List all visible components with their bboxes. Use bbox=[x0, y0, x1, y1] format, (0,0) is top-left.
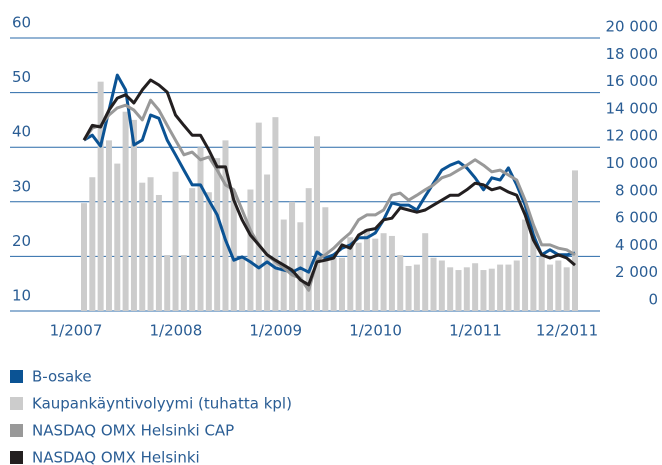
bar bbox=[397, 255, 404, 311]
bar bbox=[97, 81, 104, 312]
bar bbox=[81, 203, 87, 311]
y-tick-label: 20 bbox=[12, 232, 31, 250]
y2-tick-label: 20 000 bbox=[606, 18, 659, 36]
bar bbox=[405, 265, 412, 311]
line bbox=[82, 98, 576, 292]
bar bbox=[105, 140, 112, 311]
legend-label: Kaupankäyntivolyymi (tuhatta kpl) bbox=[32, 395, 292, 413]
x-tick-label: 1/2008 bbox=[149, 322, 202, 340]
bar bbox=[122, 111, 129, 312]
bar bbox=[388, 235, 395, 311]
bar bbox=[430, 257, 437, 311]
y-tick-label: 30 bbox=[12, 177, 31, 195]
legend-swatch bbox=[10, 424, 23, 437]
line bbox=[82, 78, 576, 287]
x-tick-label: 1/2010 bbox=[349, 322, 402, 340]
bar bbox=[480, 270, 487, 311]
bar bbox=[239, 256, 246, 311]
bar bbox=[355, 242, 362, 311]
bar bbox=[513, 260, 520, 311]
bar bbox=[463, 267, 470, 311]
y2-tick-label: 2 000 bbox=[615, 263, 658, 281]
y2-tick-label: 12 000 bbox=[606, 127, 659, 145]
bar bbox=[547, 264, 554, 311]
y2-tick-label: 10 000 bbox=[606, 154, 659, 172]
bar bbox=[247, 189, 254, 311]
bar bbox=[330, 257, 337, 311]
y2-tick-label: 0 bbox=[648, 291, 658, 309]
y2-tick-label: 4 000 bbox=[615, 236, 658, 254]
bar bbox=[305, 188, 312, 311]
bar bbox=[555, 260, 562, 311]
bar bbox=[455, 270, 462, 311]
bar bbox=[255, 122, 262, 311]
x-tick-label: 12/2011 bbox=[536, 322, 598, 340]
bar bbox=[164, 255, 171, 311]
bar bbox=[372, 238, 379, 311]
legend-swatch bbox=[10, 397, 23, 410]
bar bbox=[155, 194, 162, 311]
bar bbox=[447, 267, 454, 311]
bar bbox=[139, 182, 146, 311]
bar bbox=[114, 163, 121, 311]
y2-tick-label: 14 000 bbox=[606, 99, 659, 117]
bar bbox=[130, 119, 137, 312]
bar bbox=[89, 177, 96, 311]
bar bbox=[538, 256, 545, 311]
y-tick-label: 50 bbox=[12, 68, 31, 86]
bar bbox=[230, 192, 237, 311]
x-tick-label: 1/2007 bbox=[50, 322, 103, 340]
x-tick-label: 1/2011 bbox=[449, 322, 502, 340]
legend-label: NASDAQ OMX Helsinki CAP bbox=[32, 422, 234, 440]
bar bbox=[264, 174, 271, 311]
bar bbox=[272, 117, 279, 311]
legend-swatch bbox=[10, 451, 23, 464]
bar bbox=[189, 188, 196, 311]
bar bbox=[222, 140, 229, 311]
line bbox=[83, 73, 576, 274]
bar bbox=[488, 268, 495, 311]
bar bbox=[172, 171, 179, 311]
y-tick-label: 40 bbox=[12, 123, 31, 141]
bar bbox=[363, 229, 370, 311]
bar bbox=[197, 147, 204, 311]
bar bbox=[314, 136, 321, 311]
bar bbox=[180, 255, 187, 311]
bar bbox=[472, 263, 479, 311]
bar bbox=[289, 201, 296, 311]
y2-tick-label: 16 000 bbox=[606, 72, 659, 90]
bar bbox=[530, 227, 537, 311]
bar bbox=[505, 264, 512, 311]
bar bbox=[563, 267, 570, 311]
bar bbox=[413, 264, 420, 311]
bar bbox=[205, 192, 212, 311]
y2-tick-label: 8 000 bbox=[615, 181, 658, 199]
legend-label: B-osake bbox=[32, 368, 92, 386]
bar bbox=[338, 257, 345, 311]
bar bbox=[422, 233, 429, 311]
bar bbox=[572, 170, 578, 311]
bar bbox=[214, 158, 221, 311]
bar bbox=[147, 177, 154, 311]
y-tick-label: 10 bbox=[12, 287, 31, 305]
legend-swatch bbox=[10, 370, 23, 383]
legend-label: NASDAQ OMX Helsinki bbox=[32, 449, 200, 465]
bar bbox=[438, 260, 445, 311]
bar bbox=[522, 219, 529, 311]
y2-tick-label: 18 000 bbox=[606, 45, 659, 63]
y-tick-label: 60 bbox=[12, 14, 31, 32]
y2-tick-label: 6 000 bbox=[615, 209, 658, 227]
bar bbox=[380, 233, 387, 311]
bar bbox=[497, 264, 504, 311]
bar bbox=[347, 237, 354, 311]
x-tick-label: 1/2009 bbox=[249, 322, 302, 340]
